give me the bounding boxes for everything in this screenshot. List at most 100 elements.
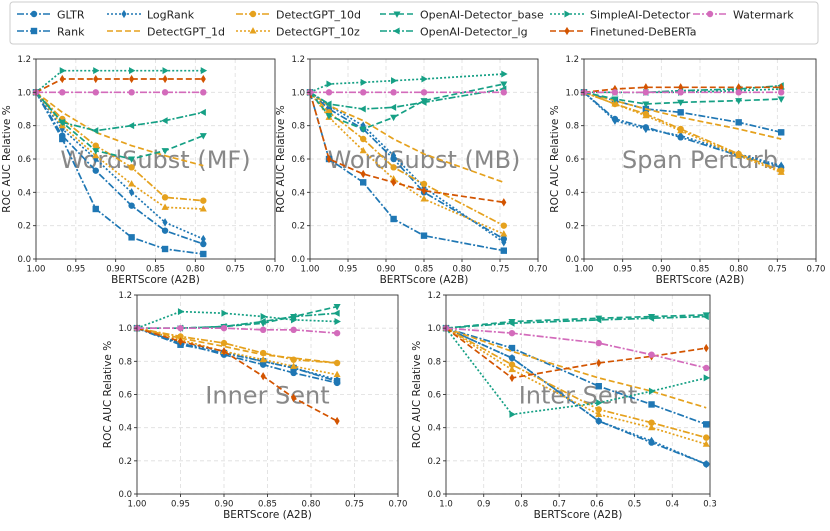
- data-point-rank: [390, 215, 397, 223]
- data-point-deberta: [59, 74, 65, 84]
- data-point-oai_base: [161, 148, 169, 155]
- data-point-dgpt10z: [500, 230, 508, 237]
- panel-inner_sent: Inner Sent 1.00 0.95 0.90 0.85 0.80 0.75 0.70 0.…: [102, 291, 407, 521]
- data-point-rank: [161, 245, 169, 253]
- y-tick-label: 0.0: [17, 255, 31, 265]
- data-point-gltr: [200, 240, 207, 248]
- data-point-rank: [595, 383, 602, 390]
- series-line-simpleai: [309, 73, 504, 94]
- data-point-simpleai: [703, 374, 711, 382]
- data-point-dgpt10z: [259, 355, 267, 363]
- data-point-simpleai: [177, 308, 185, 316]
- series-dgpt1d: [309, 91, 505, 184]
- x-tick-label: 0.80: [729, 265, 748, 275]
- data-point-dgpt10d: [259, 349, 267, 357]
- x-tick-label: 0.70: [807, 265, 826, 275]
- data-point-dgpt10d: [333, 359, 341, 367]
- series-line-gltr: [35, 91, 204, 245]
- series-line-dgpt10d: [583, 91, 782, 172]
- data-point-gltr: [161, 227, 169, 234]
- panel-title: WordSubst (MB): [328, 146, 521, 174]
- y-tick-label: 0.6: [118, 391, 132, 401]
- data-point-simpleai: [291, 316, 298, 324]
- legend-label-oai_base: OpenAI-Detector_base: [420, 9, 544, 22]
- x-tick-label: 0.95: [339, 265, 358, 275]
- y-tick-label: 0.8: [17, 122, 31, 132]
- x-tick-label: 0.75: [491, 265, 510, 275]
- data-point-oai_base: [777, 96, 785, 103]
- data-point-dgpt10d: [420, 180, 428, 188]
- x-tick-label: 0.85: [258, 500, 277, 510]
- data-point-dgpt10z: [611, 100, 619, 107]
- series-line-logrank: [309, 91, 505, 244]
- legend-frame: [9, 1, 819, 45]
- data-point-logrank: [648, 436, 655, 446]
- y-axis-label: ROC AUC Relative %: [275, 105, 287, 212]
- data-point-deberta: [391, 178, 397, 187]
- series-line-rank: [583, 91, 782, 134]
- data-point-rank: [508, 344, 516, 352]
- y-tick-label: 1.2: [17, 55, 31, 65]
- series-line-dgpt10z: [35, 91, 204, 210]
- x-axis-label: BERTScore (A2B): [534, 509, 623, 521]
- x-tick-label: 1.00: [301, 265, 320, 275]
- data-point-watermark: [200, 89, 207, 96]
- data-point-watermark: [611, 89, 619, 96]
- data-point-rank: [500, 247, 507, 254]
- data-point-oai_lg: [420, 98, 427, 106]
- x-tick-label: 0.70: [529, 265, 548, 275]
- y-tick-label: 1.2: [291, 55, 305, 65]
- data-point-deberta: [703, 343, 709, 353]
- data-point-watermark: [259, 326, 267, 334]
- data-point-oai_lg: [647, 314, 655, 322]
- series-line-dgpt1d: [445, 327, 707, 409]
- y-tick-label: 0.4: [17, 188, 31, 198]
- series-line-deberta: [445, 327, 707, 379]
- y-tick-label: 0.6: [17, 155, 31, 165]
- data-point-dgpt10z: [333, 370, 341, 378]
- y-tick-label: 0.6: [427, 391, 441, 401]
- data-point-dgpt10z: [359, 146, 367, 154]
- data-point-dgpt10d: [500, 222, 507, 229]
- x-tick-label: 0.3: [703, 500, 717, 510]
- data-point-watermark: [735, 89, 742, 96]
- x-tick-label: 1.00: [128, 500, 147, 510]
- data-point-simpleai: [391, 77, 398, 85]
- data-point-logrank: [391, 151, 397, 160]
- data-point-logrank: [509, 353, 515, 363]
- data-point-logrank: [678, 131, 684, 140]
- data-point-deberta: [221, 347, 227, 356]
- legend-label-dgpt10z: DetectGPT_10z: [276, 26, 360, 39]
- data-point-rank: [128, 234, 135, 241]
- legend-marker-oai_lg: [393, 27, 400, 35]
- data-point-deberta: [596, 358, 602, 368]
- data-point-deberta: [177, 337, 184, 346]
- panel-title: Inner Sent: [205, 382, 329, 410]
- data-point-oai_base: [642, 101, 650, 108]
- series-watermark: [580, 89, 785, 96]
- data-point-logrank: [703, 459, 709, 469]
- data-point-watermark: [92, 89, 99, 96]
- y-tick-label: 0.2: [427, 457, 441, 467]
- data-point-oai_base: [735, 98, 743, 105]
- series-line-dgpt10d: [136, 327, 338, 364]
- data-point-oai_lg: [259, 318, 266, 326]
- data-point-deberta: [612, 84, 618, 94]
- data-point-dgpt10d: [128, 164, 135, 171]
- data-point-deberta: [501, 198, 507, 207]
- series-line-dgpt1d: [35, 91, 204, 167]
- data-point-logrank: [596, 416, 602, 426]
- data-point-simpleai: [93, 67, 100, 75]
- series-line-dgpt10z: [136, 327, 338, 376]
- series-line-rank: [35, 91, 204, 255]
- y-tick-label: 0.2: [565, 222, 579, 232]
- data-point-dgpt10z: [702, 440, 710, 447]
- legend-marker-rank: [30, 27, 38, 35]
- legend-label-deberta: Finetuned-DeBERTa: [590, 26, 697, 39]
- series-line-dgpt10z: [583, 91, 782, 174]
- series-line-dgpt1d: [309, 91, 505, 184]
- series-line-simpleai: [136, 310, 338, 329]
- data-point-rank: [648, 401, 655, 408]
- data-point-logrank: [129, 188, 135, 197]
